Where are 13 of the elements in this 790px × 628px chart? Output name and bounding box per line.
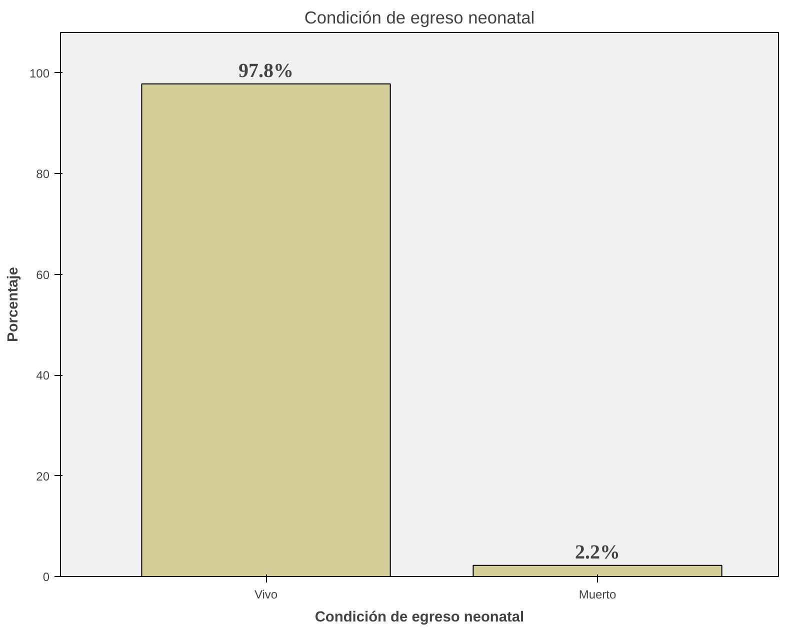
y-tick-label: 20	[36, 469, 50, 484]
x-tick-label: Vivo	[254, 588, 278, 602]
chart-title: Condición de egreso neonatal	[304, 8, 535, 28]
y-tick-label: 40	[36, 368, 50, 383]
y-tick-label: 80	[36, 167, 50, 182]
y-axis-title: Porcentaje	[5, 267, 22, 342]
x-tick-label: Muerto	[578, 588, 617, 602]
y-tick-label: 60	[36, 268, 50, 282]
y-tick-label: 0	[42, 570, 50, 584]
x-axis-title: Condición de egreso neonatal	[314, 610, 524, 626]
data-label: 2.2%	[575, 541, 620, 564]
data-label: 97.8%	[238, 60, 294, 82]
y-tick-label: 100	[29, 66, 50, 80]
